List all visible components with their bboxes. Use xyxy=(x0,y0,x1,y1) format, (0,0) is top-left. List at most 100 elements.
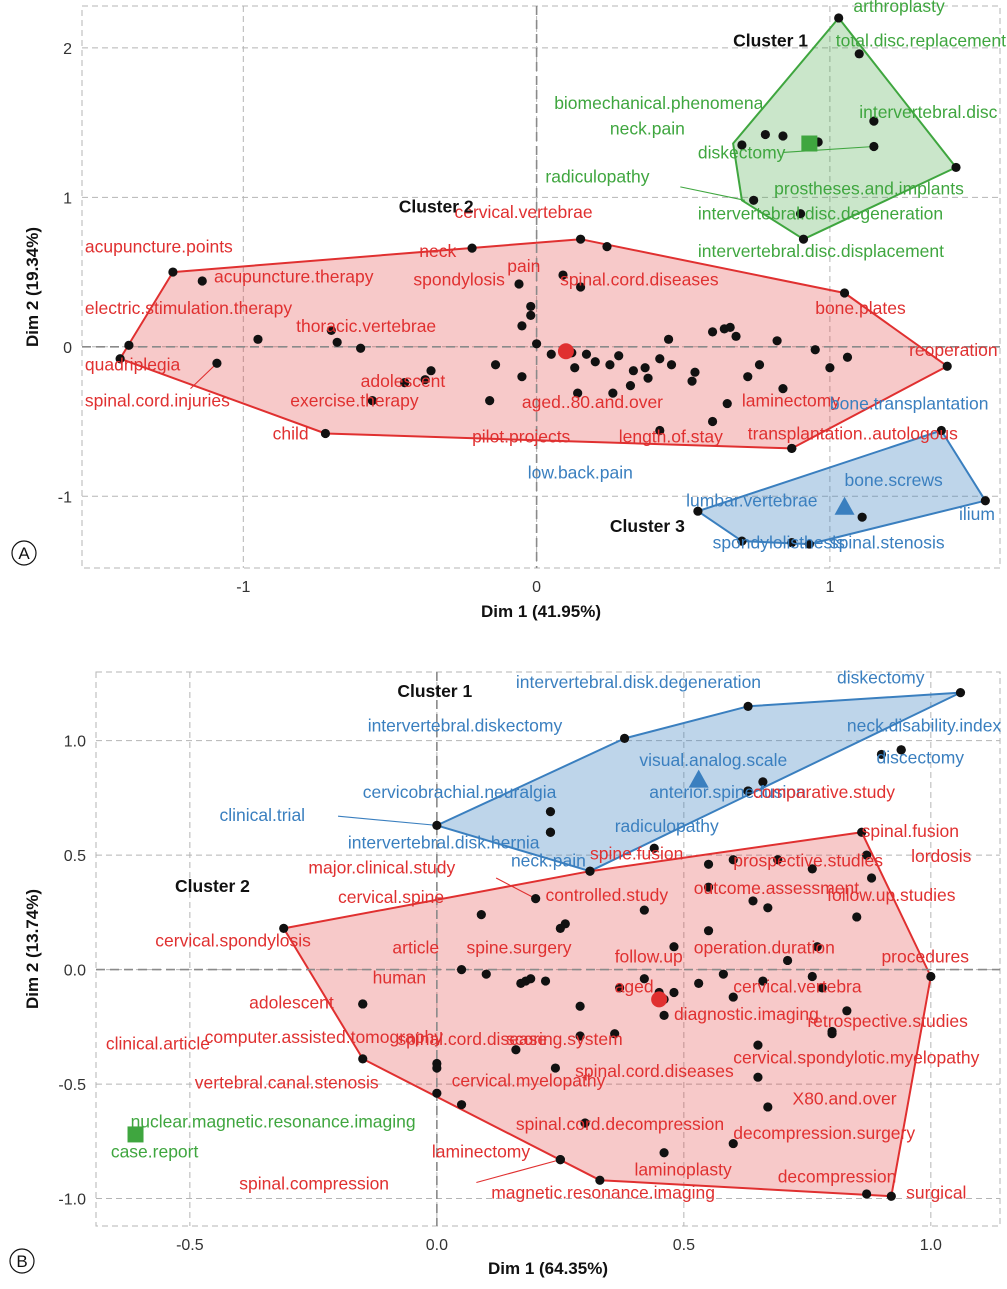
y-tick-label: -1 xyxy=(58,489,72,506)
point xyxy=(748,896,758,906)
point-intervertebral-disk-hernia xyxy=(545,827,556,837)
point xyxy=(356,343,366,353)
label-acupuncture-points: acupuncture.points xyxy=(85,237,233,257)
point xyxy=(590,357,600,367)
point xyxy=(625,381,636,391)
point xyxy=(517,321,527,331)
point-spine-fusion xyxy=(585,866,595,876)
point xyxy=(703,926,714,936)
panel-a-letter: A xyxy=(18,544,30,563)
label-exercise-therapy: exercise.therapy xyxy=(290,391,419,411)
cluster-title-cluster-3: Cluster 3 xyxy=(610,516,685,536)
point xyxy=(754,360,765,370)
point xyxy=(663,334,674,344)
point-lumbar-vertebrae xyxy=(737,536,747,546)
y-tick-label: 1.0 xyxy=(64,734,86,751)
label-cervical-myelopathy: cervical.myelopathy xyxy=(452,1070,606,1090)
label-reoperation: reoperation xyxy=(909,340,998,360)
point xyxy=(511,1045,521,1055)
point-comparative-study xyxy=(743,786,753,796)
point xyxy=(827,1029,837,1039)
point-prostheses-and-implants xyxy=(951,162,961,173)
point xyxy=(555,923,565,933)
point xyxy=(253,334,263,344)
point-clinical-article xyxy=(358,1054,368,1064)
label-pilot-projects: pilot.projects xyxy=(472,426,570,446)
point-operation-duration xyxy=(718,969,728,979)
label-adolescent: adolescent xyxy=(249,993,334,1013)
point-spinal-cord-diseases xyxy=(753,1072,763,1082)
y-tick-label: -1.0 xyxy=(58,1192,86,1209)
point-cervicobrachial-neuralgia xyxy=(545,807,556,817)
panel-a-x-axis-label: Dim 1 (41.95%) xyxy=(481,602,601,621)
label-electric-stimulation-therapy: electric.stimulation.therapy xyxy=(85,298,292,318)
point-laminoplasty xyxy=(659,1148,669,1158)
point-radiculopathy xyxy=(649,843,659,853)
point-major-clinical-study xyxy=(531,894,541,904)
label-ilium: ilium xyxy=(959,504,995,524)
point-acupuncture-points xyxy=(168,267,178,277)
point-vertebral-canal-stenosis xyxy=(432,1088,442,1098)
point xyxy=(540,976,551,986)
label-diskectomy: diskectomy xyxy=(698,142,786,162)
point-bone-plates xyxy=(839,288,850,298)
label-length-of-stay: length.of.stay xyxy=(619,426,723,446)
point-spondylosis xyxy=(514,279,524,289)
point-lordosis xyxy=(866,873,877,883)
label-radiculopathy: radiculopathy xyxy=(615,816,719,836)
centroid-outlier xyxy=(127,1126,144,1143)
point xyxy=(669,942,679,952)
label-child: child xyxy=(273,423,309,443)
point-intervertebral-disk-degeneration xyxy=(743,701,753,711)
point xyxy=(643,373,653,383)
label-article: article xyxy=(392,938,439,958)
label-arthroplasty: arthroplasty xyxy=(853,0,945,16)
label-bone-plates: bone.plates xyxy=(815,298,906,318)
point xyxy=(517,372,527,382)
point xyxy=(605,360,615,370)
point-prospective-studies xyxy=(862,850,872,860)
label-retrospective-studies: retrospective.studies xyxy=(807,1011,968,1031)
cluster-title-cluster-1: Cluster 1 xyxy=(733,30,808,50)
label-spinal-compression: spinal.compression xyxy=(239,1173,389,1193)
label-spinal-cord-diseases: spinal.cord.diseases xyxy=(575,1061,734,1081)
centroid-cluster-3 xyxy=(834,496,855,515)
point-aged-80-and-over xyxy=(687,376,697,386)
point-cervical-vertebrae xyxy=(575,234,586,244)
point-total-disc-replacement xyxy=(854,49,864,59)
point xyxy=(842,352,853,362)
panel-a-y-axis-label: Dim 2 (19.34%) xyxy=(23,227,42,347)
label-adolescent: adolescent xyxy=(361,371,446,391)
label-radiculopathy: radiculopathy xyxy=(545,166,649,186)
label-intervertebral-disc-displacement: intervertebral.disc.displacement xyxy=(698,241,944,261)
panel-a-points xyxy=(115,13,990,549)
label-cervicobrachial-neuralgia: cervicobrachial.neuralgia xyxy=(363,782,557,802)
point-intervertebral-disc-displacement xyxy=(798,234,809,244)
label-operation-duration: operation.duration xyxy=(694,938,835,958)
plot-border xyxy=(95,671,1001,1227)
label-intervertebral-disc-degeneration: intervertebral.disc.degeneration xyxy=(698,204,943,224)
label-spinal-cord-diseases: spinal.cord.diseases xyxy=(560,270,719,290)
label-intervertebral-disk-degeneration: intervertebral.disk.degeneration xyxy=(516,672,761,692)
label-laminectomy: laminectomy xyxy=(432,1141,530,1161)
label-case-report: case.report xyxy=(111,1141,199,1161)
point xyxy=(485,395,495,406)
point-diagnostic-imaging xyxy=(659,1010,669,1020)
label-intervertebral-disc: intervertebral.disc xyxy=(859,102,997,122)
label-visual-analog-scale: visual.analog.scale xyxy=(639,750,787,770)
point-spine-surgery xyxy=(481,969,491,979)
point-cervical-spine xyxy=(476,910,486,920)
point xyxy=(812,942,822,952)
point xyxy=(728,855,738,865)
label-neck: neck xyxy=(419,241,456,261)
point xyxy=(722,398,732,409)
point xyxy=(758,976,768,986)
panel-b-points xyxy=(127,688,966,1201)
point xyxy=(640,363,650,373)
label-cervical-vertebrae: cervical.vertebrae xyxy=(454,202,592,222)
point xyxy=(773,855,783,865)
label-aged-80-and-over: aged..80.and.over xyxy=(522,392,663,412)
point xyxy=(778,131,788,141)
label-laminoplasty: laminoplasty xyxy=(634,1160,732,1180)
point-clinical-trial xyxy=(432,820,442,830)
